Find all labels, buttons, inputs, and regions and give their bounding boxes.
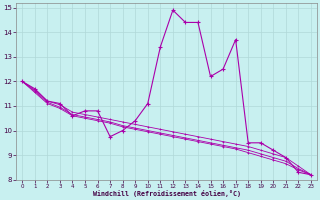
X-axis label: Windchill (Refroidissement éolien,°C): Windchill (Refroidissement éolien,°C) [92, 190, 241, 197]
